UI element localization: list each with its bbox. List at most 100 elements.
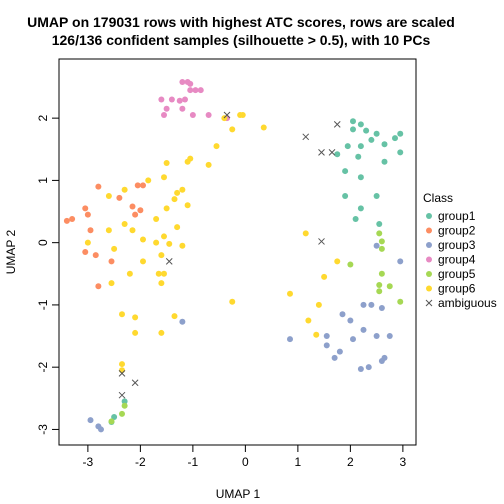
point-group6 bbox=[184, 158, 191, 165]
point-group2 bbox=[134, 182, 141, 189]
point-group3 bbox=[360, 301, 367, 308]
x-axis: -3 -2 -1 0 1 2 3 bbox=[83, 444, 407, 469]
point-group6 bbox=[260, 124, 267, 131]
point-ambiguous bbox=[333, 121, 341, 128]
point-ambiguous bbox=[165, 257, 173, 265]
point-group3 bbox=[386, 333, 393, 340]
x-tick-label: -1 bbox=[188, 455, 199, 469]
point-group1 bbox=[121, 398, 128, 405]
point-group6 bbox=[121, 186, 128, 193]
point-group5 bbox=[121, 402, 128, 409]
point-group6 bbox=[119, 311, 125, 318]
point-group3 bbox=[287, 336, 293, 343]
point-group4 bbox=[192, 87, 199, 94]
y-tick-label: 2 bbox=[36, 114, 50, 121]
point-group4 bbox=[179, 105, 186, 112]
point-group5 bbox=[376, 281, 383, 288]
legend-item-group4: group4 bbox=[426, 253, 476, 267]
point-group6 bbox=[108, 280, 115, 287]
x-axis-label: UMAP 1 bbox=[216, 487, 261, 501]
point-group5 bbox=[108, 418, 115, 425]
point-group3 bbox=[397, 258, 404, 265]
legend-label: ambiguous bbox=[438, 296, 497, 310]
legend-label: group3 bbox=[438, 238, 476, 252]
point-ambiguous bbox=[302, 133, 310, 141]
legend-symbol bbox=[425, 299, 433, 307]
legend-symbol bbox=[426, 256, 432, 263]
point-group1 bbox=[352, 216, 359, 223]
point-group1 bbox=[350, 118, 356, 125]
point-group2 bbox=[95, 183, 102, 190]
point-group6 bbox=[158, 329, 165, 336]
point-group6 bbox=[305, 317, 312, 324]
point-group6 bbox=[126, 270, 133, 277]
x-tick-label: 3 bbox=[400, 455, 407, 469]
point-group6 bbox=[84, 239, 91, 246]
y-tick-label: -3 bbox=[36, 424, 50, 435]
point-group6 bbox=[105, 192, 112, 199]
legend-label: group1 bbox=[438, 209, 476, 223]
point-group1 bbox=[344, 143, 351, 150]
point-ambiguous bbox=[328, 149, 336, 156]
point-group1 bbox=[373, 130, 380, 137]
point-group2 bbox=[129, 203, 136, 210]
point-group6 bbox=[334, 258, 341, 265]
x-tick-label: -2 bbox=[135, 455, 146, 469]
point-group3 bbox=[365, 364, 372, 371]
point-group4 bbox=[161, 112, 167, 119]
point-group3 bbox=[179, 318, 186, 325]
legend-label: group2 bbox=[438, 224, 476, 238]
point-group4 bbox=[184, 79, 191, 86]
point-ambiguous bbox=[131, 379, 139, 387]
x-tick-label: 0 bbox=[242, 455, 249, 469]
point-group1 bbox=[342, 168, 349, 175]
point-group1 bbox=[373, 192, 380, 199]
y-tick-label: 0 bbox=[36, 239, 50, 246]
y-axis: -3 -2 -1 0 1 2 bbox=[36, 114, 60, 435]
legend-item-group5: group5 bbox=[426, 267, 476, 281]
point-group1 bbox=[376, 220, 383, 227]
point-group6 bbox=[155, 270, 162, 277]
point-group6 bbox=[121, 220, 128, 227]
point-group2 bbox=[108, 258, 115, 265]
point-group1 bbox=[355, 153, 362, 160]
point-group3 bbox=[347, 317, 354, 324]
point-group6 bbox=[119, 361, 125, 368]
point-ambiguous bbox=[223, 111, 231, 119]
point-group6 bbox=[179, 186, 186, 193]
point-group6 bbox=[145, 177, 152, 184]
point-group2 bbox=[82, 249, 89, 255]
point-group3 bbox=[378, 357, 385, 364]
legend-symbol bbox=[426, 271, 432, 277]
point-group1 bbox=[350, 126, 356, 133]
legend-item-group6: group6 bbox=[426, 282, 476, 296]
point-group1 bbox=[357, 174, 364, 181]
point-group5 bbox=[378, 245, 385, 252]
point-group5 bbox=[397, 298, 404, 305]
point-group2 bbox=[69, 216, 76, 223]
point-group1 bbox=[397, 130, 404, 137]
point-group4 bbox=[158, 96, 165, 103]
chart-title-line1: UMAP on 179031 rows with highest ATC sco… bbox=[27, 14, 455, 30]
point-group2 bbox=[92, 252, 99, 259]
point-group3 bbox=[331, 354, 338, 361]
point-group6 bbox=[213, 143, 220, 150]
point-group3 bbox=[357, 366, 364, 373]
point-group6 bbox=[229, 298, 236, 305]
point-group4 bbox=[182, 96, 188, 103]
point-group6 bbox=[239, 112, 246, 119]
point-group6 bbox=[129, 227, 136, 234]
point-group2 bbox=[137, 207, 144, 214]
legend-item-group2: group2 bbox=[426, 224, 476, 238]
point-group2 bbox=[87, 227, 94, 234]
legend-title: Class bbox=[423, 191, 453, 205]
x-tick-label: -3 bbox=[83, 455, 94, 469]
point-group3 bbox=[378, 305, 385, 312]
x-tick-label: 1 bbox=[295, 455, 302, 469]
legend-label: group5 bbox=[438, 267, 476, 281]
point-group5 bbox=[386, 283, 393, 290]
point-group2 bbox=[140, 182, 146, 189]
point-group2 bbox=[95, 283, 102, 290]
point-group6 bbox=[205, 161, 212, 168]
point-group4 bbox=[179, 79, 186, 86]
